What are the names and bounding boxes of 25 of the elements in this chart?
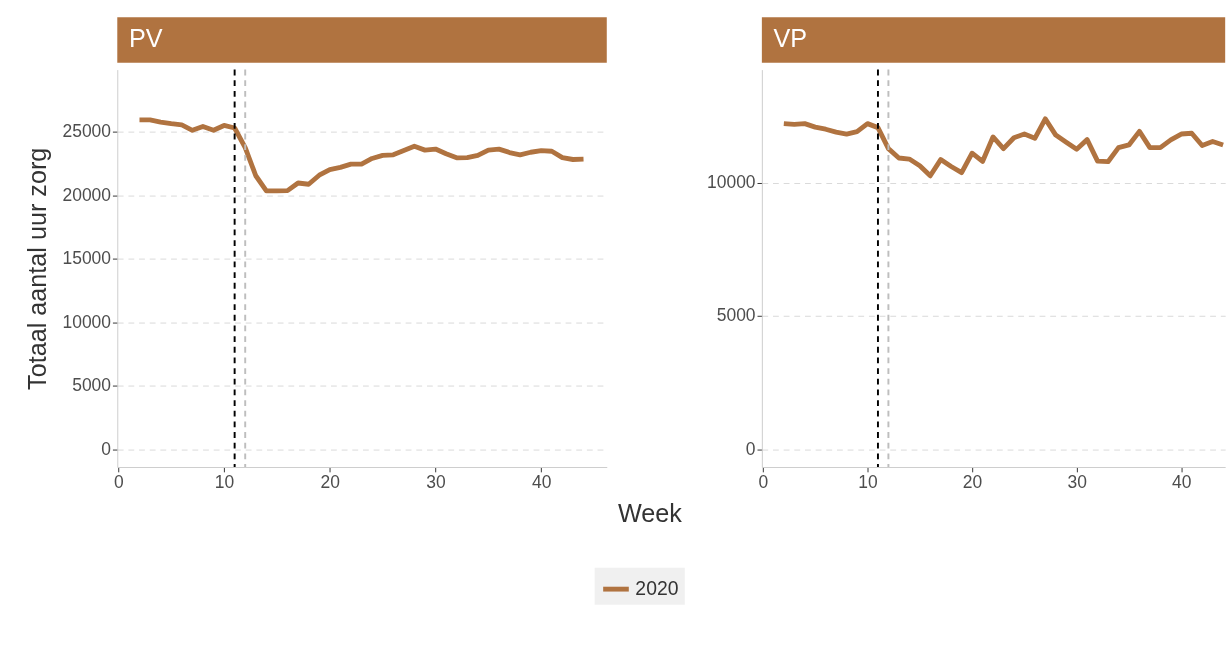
y-tick-label: 10000	[707, 172, 756, 193]
x-tick-label: 40	[1172, 471, 1192, 492]
line-series	[781, 116, 1226, 179]
y-tick-label: 0	[745, 438, 756, 459]
y-tick-label: 10000	[62, 311, 112, 332]
y-tick-label: 0	[101, 438, 112, 459]
y-axis-title: Totaal aantal uur zorg	[22, 147, 51, 390]
x-tick-label: 0	[758, 471, 769, 492]
y-tick-label: 5000	[72, 375, 112, 396]
x-tick-label: 10	[858, 471, 878, 492]
chart-title: PV	[128, 24, 163, 53]
x-tick-label: 30	[426, 471, 446, 492]
x-tick-label: 30	[1067, 471, 1088, 492]
y-tick-label: 25000	[62, 121, 112, 142]
chart-title: VP	[773, 24, 808, 53]
y-tick-label: 5000	[716, 305, 756, 326]
x-tick-label: 20	[962, 471, 983, 492]
x-axis-title: Week	[617, 498, 683, 527]
x-tick-label: 40	[532, 471, 552, 492]
y-tick-label: 20000	[62, 184, 112, 205]
x-tick-label: 20	[320, 471, 341, 492]
legend-label: 2020	[635, 576, 679, 599]
x-tick-label: 10	[214, 471, 235, 492]
line-series	[137, 117, 586, 194]
y-tick-label: 15000	[62, 248, 112, 269]
